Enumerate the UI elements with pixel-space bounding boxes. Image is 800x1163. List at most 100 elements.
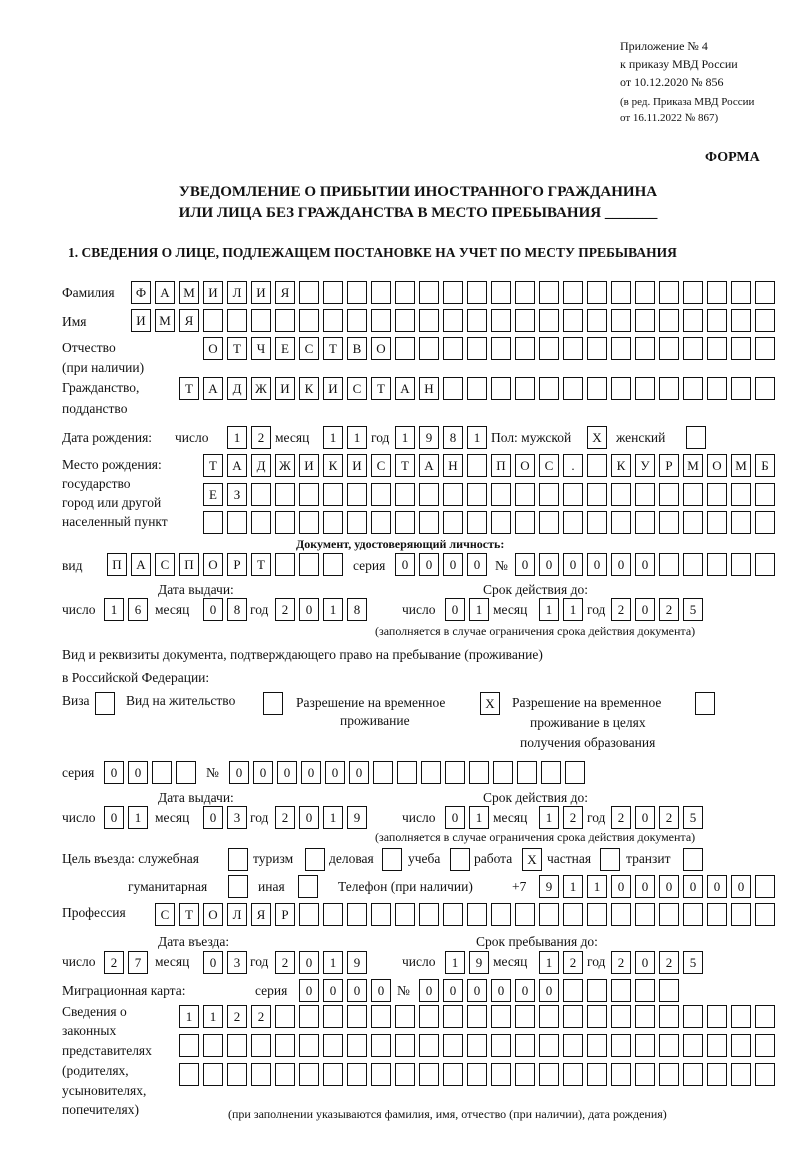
cell-mc-number[interactable] bbox=[659, 979, 679, 1002]
cell-rep3[interactable] bbox=[323, 1063, 343, 1086]
cell-stay-valid-day[interactable]: 1 bbox=[469, 806, 489, 829]
cell-birth-place2[interactable] bbox=[515, 483, 535, 506]
cell-surname[interactable] bbox=[347, 281, 367, 304]
cell-profession[interactable] bbox=[755, 903, 775, 926]
cell-rep2[interactable] bbox=[683, 1034, 703, 1057]
cell-doc-issue-month[interactable]: 8 bbox=[227, 598, 247, 621]
cell-stay-series[interactable] bbox=[152, 761, 172, 784]
cell-doc-valid-year[interactable]: 0 bbox=[635, 598, 655, 621]
cell-patronymic[interactable] bbox=[635, 337, 655, 360]
cell-name[interactable] bbox=[491, 309, 511, 332]
cell-doc-kind[interactable]: Р bbox=[227, 553, 247, 576]
cell-rep1[interactable] bbox=[659, 1005, 679, 1028]
cell-patronymic[interactable] bbox=[659, 337, 679, 360]
cell-birth-place2[interactable]: Е bbox=[203, 483, 223, 506]
cell-birth-month[interactable]: 1 bbox=[347, 426, 367, 449]
cell-birth-place2[interactable] bbox=[347, 483, 367, 506]
cell-stay-number[interactable] bbox=[469, 761, 489, 784]
cell-rep3[interactable] bbox=[587, 1063, 607, 1086]
cell-mc-number[interactable]: 0 bbox=[467, 979, 487, 1002]
cell-birth-place2[interactable] bbox=[659, 483, 679, 506]
cell-birth-place1[interactable]: К bbox=[323, 454, 343, 477]
cell-profession[interactable] bbox=[731, 903, 751, 926]
cell-rep1[interactable] bbox=[539, 1005, 559, 1028]
cell-stay-issue-year[interactable]: 9 bbox=[347, 806, 367, 829]
cell-patronymic[interactable]: Ч bbox=[251, 337, 271, 360]
cell-birth-place3[interactable] bbox=[395, 511, 415, 534]
cell-mc-number[interactable] bbox=[587, 979, 607, 1002]
cell-birth-place1[interactable]: Б bbox=[755, 454, 775, 477]
cell-rep3[interactable] bbox=[203, 1063, 223, 1086]
cell-stay-issue-day[interactable]: 0 bbox=[104, 806, 124, 829]
cell-profession[interactable]: С bbox=[155, 903, 175, 926]
cell-birth-place3[interactable] bbox=[587, 511, 607, 534]
cell-rep3[interactable] bbox=[251, 1063, 271, 1086]
cell-name[interactable] bbox=[203, 309, 223, 332]
cell-birth-place3[interactable] bbox=[443, 511, 463, 534]
cell-doc-kind[interactable]: С bbox=[155, 553, 175, 576]
cell-profession[interactable] bbox=[587, 903, 607, 926]
cell-citizenship[interactable]: Т bbox=[179, 377, 199, 400]
cell-surname[interactable] bbox=[563, 281, 583, 304]
cell-name[interactable] bbox=[323, 309, 343, 332]
cell-stay-issue-day[interactable]: 1 bbox=[128, 806, 148, 829]
cell-stay-issue-year[interactable]: 2 bbox=[275, 806, 295, 829]
cell-birth-place3[interactable] bbox=[563, 511, 583, 534]
cell-citizenship[interactable]: Ж bbox=[251, 377, 271, 400]
cell-name[interactable] bbox=[299, 309, 319, 332]
cell-rep1[interactable] bbox=[611, 1005, 631, 1028]
cell-birth-place1[interactable]: С bbox=[371, 454, 391, 477]
cell-profession[interactable] bbox=[563, 903, 583, 926]
cell-mc-series[interactable]: 0 bbox=[347, 979, 367, 1002]
cell-rep3[interactable] bbox=[179, 1063, 199, 1086]
cell-doc-series[interactable]: 0 bbox=[419, 553, 439, 576]
cell-patronymic[interactable] bbox=[731, 337, 751, 360]
cell-rep2[interactable] bbox=[755, 1034, 775, 1057]
cell-citizenship[interactable] bbox=[731, 377, 751, 400]
cell-name[interactable] bbox=[347, 309, 367, 332]
cell-name[interactable]: И bbox=[131, 309, 151, 332]
cell-phone[interactable]: 0 bbox=[731, 875, 751, 898]
cell-birth-year[interactable]: 8 bbox=[443, 426, 463, 449]
cell-surname[interactable]: И bbox=[251, 281, 271, 304]
cell-stay-series[interactable] bbox=[176, 761, 196, 784]
cell-name[interactable] bbox=[683, 309, 703, 332]
cell-rep3[interactable] bbox=[275, 1063, 295, 1086]
cell-rep3[interactable] bbox=[227, 1063, 247, 1086]
cell-rep3[interactable] bbox=[563, 1063, 583, 1086]
cell-rep2[interactable] bbox=[203, 1034, 223, 1057]
cell-rep2[interactable] bbox=[395, 1034, 415, 1057]
cell-patronymic[interactable]: Т bbox=[227, 337, 247, 360]
cell-surname[interactable] bbox=[299, 281, 319, 304]
cell-mc-series[interactable]: 0 bbox=[299, 979, 319, 1002]
cell-phone[interactable]: 1 bbox=[587, 875, 607, 898]
cell-profession[interactable] bbox=[395, 903, 415, 926]
cell-birth-place3[interactable] bbox=[659, 511, 679, 534]
cell-surname[interactable] bbox=[587, 281, 607, 304]
cell-rep1[interactable] bbox=[323, 1005, 343, 1028]
cell-stay-number[interactable] bbox=[541, 761, 561, 784]
cell-birth-place2[interactable] bbox=[467, 483, 487, 506]
cell-name[interactable] bbox=[731, 309, 751, 332]
cell-profession[interactable]: О bbox=[203, 903, 223, 926]
cell-birth-place3[interactable] bbox=[683, 511, 703, 534]
cell-citizenship[interactable] bbox=[707, 377, 727, 400]
cell-birth-place2[interactable] bbox=[275, 483, 295, 506]
cell-doc-number[interactable]: 0 bbox=[611, 553, 631, 576]
cell-until-day[interactable]: 9 bbox=[469, 951, 489, 974]
cell-rep1[interactable]: 2 bbox=[227, 1005, 247, 1028]
cell-surname[interactable] bbox=[371, 281, 391, 304]
cell-birth-place1[interactable]: О bbox=[515, 454, 535, 477]
cell-doc-kind[interactable]: Т bbox=[251, 553, 271, 576]
cell-name[interactable] bbox=[755, 309, 775, 332]
cell-surname[interactable]: И bbox=[203, 281, 223, 304]
cell-citizenship[interactable]: К bbox=[299, 377, 319, 400]
checkbox-female[interactable] bbox=[686, 426, 706, 449]
cell-name[interactable] bbox=[587, 309, 607, 332]
cell-profession[interactable] bbox=[611, 903, 631, 926]
cell-stay-valid-year[interactable]: 2 bbox=[659, 806, 679, 829]
cell-doc-issue-month[interactable]: 0 bbox=[203, 598, 223, 621]
cell-doc-issue-day[interactable]: 1 bbox=[104, 598, 124, 621]
checkbox-p-work[interactable]: X bbox=[522, 848, 542, 871]
cell-profession[interactable] bbox=[707, 903, 727, 926]
